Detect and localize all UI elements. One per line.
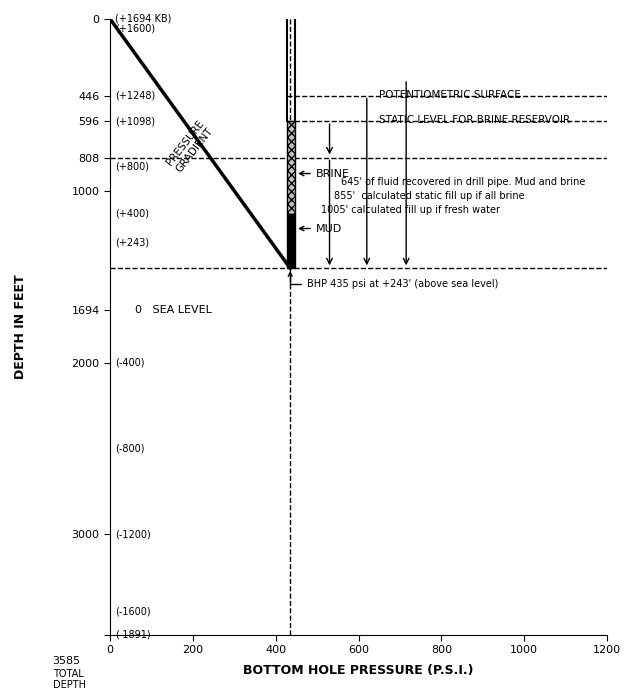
Text: STATIC LEVEL FOR BRINE RESERVOIR: STATIC LEVEL FOR BRINE RESERVOIR xyxy=(379,116,570,125)
Text: 645' of fluid recovered in drill pipe. Mud and brine: 645' of fluid recovered in drill pipe. M… xyxy=(341,177,585,187)
Text: (+800): (+800) xyxy=(115,162,149,172)
Text: 0   SEA LEVEL: 0 SEA LEVEL xyxy=(135,305,211,315)
Text: TOTAL
DEPTH: TOTAL DEPTH xyxy=(53,668,86,690)
Text: (-1891): (-1891) xyxy=(115,630,150,640)
Text: POTENTIOMETRIC SURFACE: POTENTIOMETRIC SURFACE xyxy=(379,90,521,99)
Text: BHP 435 psi at +243' (above sea level): BHP 435 psi at +243' (above sea level) xyxy=(288,272,498,289)
Text: 855'  calculated static fill up if all brine: 855' calculated static fill up if all br… xyxy=(333,191,525,201)
Bar xyxy=(287,121,295,214)
Text: MUD: MUD xyxy=(300,223,342,234)
Text: (+1248): (+1248) xyxy=(115,90,155,101)
Text: PRESSURE
GRADIENT: PRESSURE GRADIENT xyxy=(164,118,215,174)
Text: (-1600): (-1600) xyxy=(115,607,150,617)
Text: (-400): (-400) xyxy=(115,358,145,368)
Text: (-800): (-800) xyxy=(115,443,145,454)
Text: (+400): (+400) xyxy=(115,209,149,219)
Y-axis label: DEPTH IN FEET: DEPTH IN FEET xyxy=(14,274,27,379)
Text: 3585: 3585 xyxy=(52,656,80,666)
Bar xyxy=(287,214,295,268)
X-axis label: BOTTOM HOLE PRESSURE (P.S.I.): BOTTOM HOLE PRESSURE (P.S.I.) xyxy=(243,664,474,677)
Text: BRINE: BRINE xyxy=(300,169,350,178)
Text: (+1098): (+1098) xyxy=(115,116,155,126)
Text: (+1694 KB): (+1694 KB) xyxy=(115,14,171,24)
Text: 1005' calculated fill up if fresh water: 1005' calculated fill up if fresh water xyxy=(321,204,500,215)
Text: (-1200): (-1200) xyxy=(115,529,150,540)
Text: (+1600): (+1600) xyxy=(115,23,155,34)
Text: (+243): (+243) xyxy=(115,237,149,248)
